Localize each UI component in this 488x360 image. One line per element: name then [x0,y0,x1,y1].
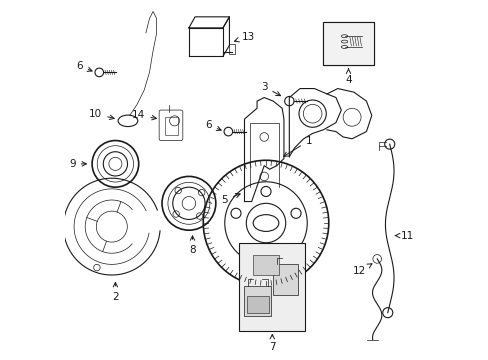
Text: 3: 3 [261,82,280,96]
Text: 12: 12 [352,264,371,276]
Bar [244,286,271,316]
Bar [253,255,278,275]
Bar [323,22,373,65]
Bar [229,44,234,54]
Text: 6: 6 [76,61,92,71]
Bar [323,22,373,65]
Bar [164,117,178,135]
Bar [323,22,373,65]
Text: 10: 10 [89,109,114,120]
Text: 7: 7 [268,334,275,352]
Bar [273,264,298,295]
Bar [247,296,268,313]
Text: 1: 1 [283,136,312,157]
Text: 11: 11 [394,231,413,240]
Text: 8: 8 [189,236,195,255]
Text: 9: 9 [69,159,86,169]
Text: 6: 6 [205,120,221,131]
Text: 13: 13 [234,32,254,42]
Bar [239,243,305,330]
Text: 2: 2 [112,283,119,302]
Text: 14: 14 [132,111,156,121]
Text: 5: 5 [221,193,240,205]
Text: 4: 4 [345,69,351,85]
Bar [239,243,305,330]
